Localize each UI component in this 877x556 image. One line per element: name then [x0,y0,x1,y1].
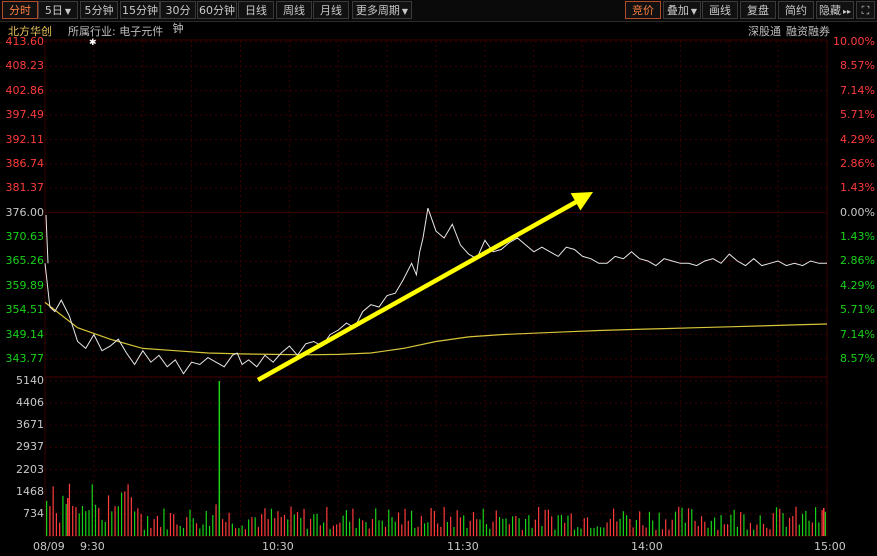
time-axis-label: 14:00 [631,540,663,553]
tool-button-5[interactable]: 隐藏 ▸▸ [816,1,854,19]
percent-axis-label: 4.29% [840,278,875,292]
tool-button-4[interactable]: 简约 [778,1,814,19]
volume-axis-label: 734 [23,506,44,520]
percent-axis-label: 5.71% [840,303,875,317]
percent-axis-label: 10.00% [833,35,875,48]
period-button-0[interactable]: 分时 [2,1,38,19]
sh-connect-link[interactable]: 深股通 [748,25,781,38]
period-button-6[interactable]: 日线 [238,1,274,19]
price-axis-label: 397.49 [5,108,45,122]
period-button-7[interactable]: 周线 [276,1,312,19]
star-marker-icon: ✱ [89,38,97,48]
period-button-3[interactable]: 15分钟 [120,1,160,19]
percent-axis-label: 4.29% [840,132,875,146]
period-button-5[interactable]: 60分钟 [197,1,237,19]
period-button-label: 分时 [9,4,31,17]
period-button-label: 30分钟 [165,4,191,35]
tool-button-label: 竞价 [632,4,654,17]
percent-axis-label: 1.43% [840,181,875,195]
stock-name[interactable]: 北方华创 [8,25,52,38]
percent-axis-label: 8.57% [840,351,875,365]
industry-label[interactable]: 所属行业: 电子元件 [68,25,164,38]
time-axis-label: 11:30 [447,540,479,553]
volume-axis-label: 4406 [16,396,44,410]
tool-button-1[interactable]: 叠加 ▼ [663,1,701,19]
percent-axis-label: 8.57% [840,59,875,73]
period-button-label: 日线 [245,4,267,17]
chevron-down-icon: ▼ [690,7,698,16]
price-axis-label: 413.60 [5,35,45,48]
period-button-label: 周线 [283,4,305,17]
time-axis-label: 9:30 [80,540,105,553]
percent-axis-label: 1.43% [840,230,875,244]
period-button-label: 5分钟 [84,4,114,17]
period-button-9[interactable]: 更多周期 ▼ [352,1,412,19]
double-chevron-right-icon: ▸▸ [842,7,852,16]
time-axis-label: 15:00 [814,540,846,553]
period-button-2[interactable]: 5分钟 [80,1,118,19]
period-button-8[interactable]: 月线 [313,1,349,19]
tool-button-label: 复盘 [747,4,769,17]
fullscreen-icon[interactable]: ⛶ [856,1,875,19]
volume-axis-label: 5140 [16,374,44,387]
tool-button-label: 画线 [709,4,731,17]
stock-info-bar: 北方华创 所属行业: 电子元件 深股通 融资融券 [0,21,877,39]
margin-trading-link[interactable]: 融资融券 [786,25,830,38]
volume-axis-label: 3671 [16,418,44,432]
period-button-label: 更多周期 [355,4,400,17]
period-button-label: 60分钟 [199,4,235,17]
price-axis-label: 370.63 [5,230,45,244]
time-axis-label: 08/09 [33,540,65,553]
volume-axis-label: 2937 [16,440,44,454]
period-button-label: 5日 [44,4,63,17]
tool-button-0[interactable]: 竞价 [625,1,661,19]
percent-axis-label: 0.00% [840,205,875,219]
volume-axis-label: 2203 [16,462,44,476]
percent-axis-label: 2.86% [840,254,875,268]
price-axis-label: 376.00 [5,205,45,219]
annotation-arrow-shaft [256,195,587,382]
percent-axis-label: 5.71% [840,108,875,122]
tool-button-2[interactable]: 画线 [702,1,738,19]
period-button-4[interactable]: 30分钟 [160,1,196,35]
volume-axis-label: 1468 [16,484,44,498]
period-button-1[interactable]: 5日 ▼ [38,1,78,19]
chart-toolbar: 分时 5日 ▼ 5分钟 15分钟 30分钟 60分钟 日线 周线 月线 更多周期 ▼ 竞价 叠加 ▼ 画线 复盘… [0,0,877,35]
period-button-label: 月线 [320,4,342,17]
tool-button-label: 简约 [785,4,807,17]
tool-button-label: 隐藏 [818,4,841,17]
average-price-line [44,301,828,356]
tool-button-label: 叠加 [666,4,689,17]
time-axis-label: 10:30 [262,540,294,553]
tool-button-3[interactable]: 复盘 [740,1,776,19]
percent-axis-label: 7.14% [840,83,875,97]
price-axis-label: 354.51 [5,303,45,317]
price-axis-label: 408.23 [5,59,45,73]
percent-axis-label: 7.14% [840,327,875,341]
price-axis-label: 386.74 [5,156,45,170]
price-axis-label: 392.11 [5,132,45,146]
price-line-open [45,214,49,264]
annotation-arrow-head [570,192,593,211]
chevron-down-icon: ▼ [64,7,72,16]
chevron-down-icon: ▼ [401,7,409,16]
percent-axis-label: 2.86% [840,156,875,170]
price-axis-label: 402.86 [5,83,45,97]
price-axis-label: 349.14 [5,327,45,341]
period-button-label: 15分钟 [122,4,158,17]
price-line [44,207,827,375]
price-axis-label: 359.89 [5,278,45,292]
price-axis-label: 343.77 [5,351,45,365]
price-axis-label: 381.37 [5,181,45,195]
price-axis-label: 365.26 [5,254,45,268]
